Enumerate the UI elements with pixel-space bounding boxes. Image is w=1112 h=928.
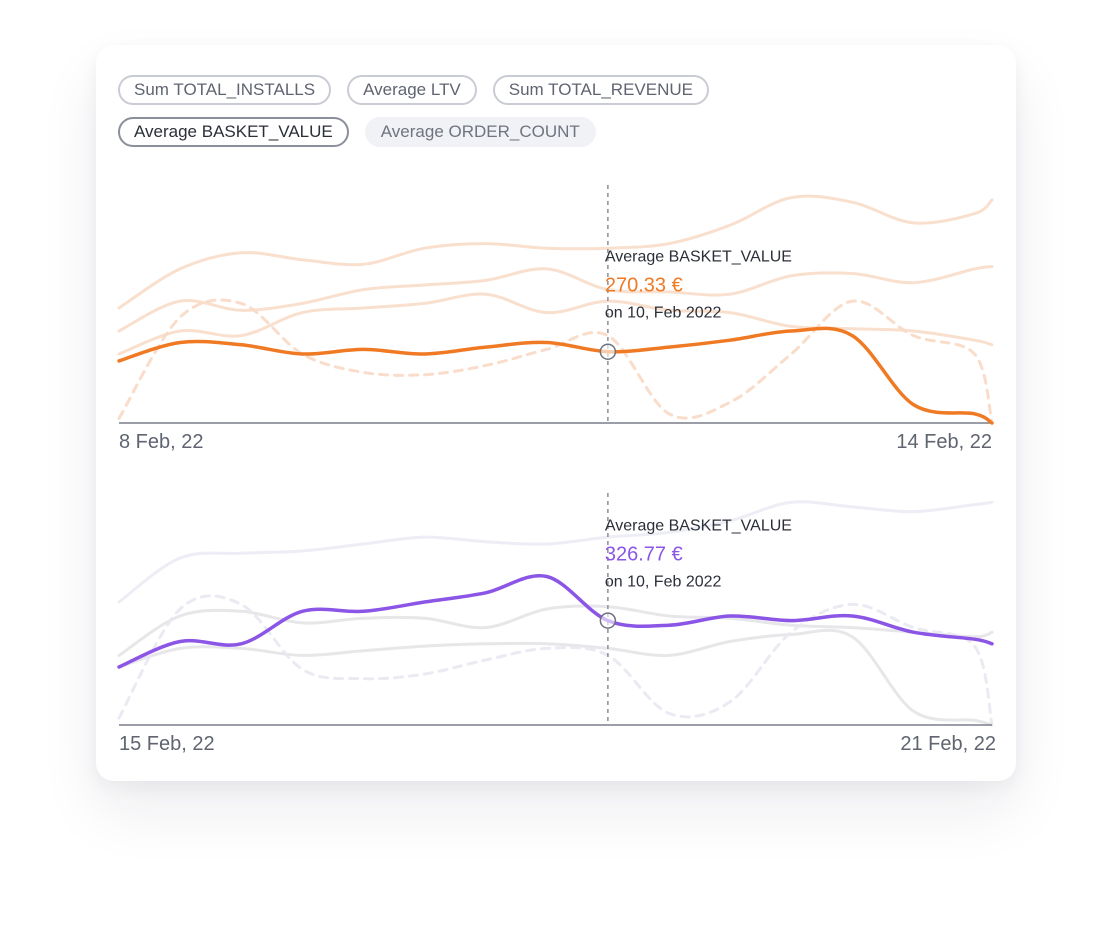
tooltip-title: Average BASKET_VALUE <box>605 518 792 535</box>
tooltip-date: on 10, Feb 2022 <box>605 305 722 322</box>
hover-point-marker <box>599 612 617 629</box>
filter-row-2: Average BASKET_VALUE Average ORDER_COUNT <box>118 117 596 147</box>
background-series-line-bg4 <box>117 298 994 425</box>
x-axis-start-label: 15 Feb, 22 <box>119 733 215 755</box>
background-series-line-bg3 <box>117 628 994 727</box>
chart-card: Sum TOTAL_INSTALLS Average LTV Sum TOTAL… <box>96 45 1016 781</box>
background-series-line-bg1 <box>117 194 994 310</box>
x-axis-end-label: 14 Feb, 22 <box>896 431 992 453</box>
x-axis-start-label: 8 Feb, 22 <box>119 431 204 453</box>
tooltip-value: 326.77 € <box>605 544 683 566</box>
tooltip-date: on 10, Feb 2022 <box>605 574 722 591</box>
filter-chip-average-order-count[interactable]: Average ORDER_COUNT <box>364 117 596 147</box>
background-series-line-bg2 <box>117 265 994 333</box>
filter-chip-average-ltv[interactable]: Average LTV <box>347 75 477 105</box>
background-series-line-bg2 <box>117 604 994 657</box>
filter-row-1: Sum TOTAL_INSTALLS Average LTV Sum TOTAL… <box>118 75 709 105</box>
background-series-line-bg1 <box>117 500 994 604</box>
tooltip-value: 270.33 € <box>605 275 683 297</box>
highlight-series-line <box>117 326 994 425</box>
x-axis-end-label: 21 Feb, 22 <box>900 733 996 755</box>
tooltip-title: Average BASKET_VALUE <box>605 249 792 266</box>
filter-chip-average-basket-value[interactable]: Average BASKET_VALUE <box>118 117 349 147</box>
bottom-line-chart: 15 Feb, 22 21 Feb, 22 Average BASKET_VAL… <box>117 493 996 755</box>
background-series-line-bg4 <box>117 594 994 727</box>
line-charts: 8 Feb, 22 14 Feb, 22 Average BASKET_VALU… <box>117 185 996 755</box>
filter-chip-sum-total-installs[interactable]: Sum TOTAL_INSTALLS <box>118 75 332 105</box>
background-series-line-bg3 <box>117 292 994 356</box>
top-line-chart: 8 Feb, 22 14 Feb, 22 Average BASKET_VALU… <box>117 185 994 453</box>
filter-chip-sum-total-revenue[interactable]: Sum TOTAL_REVENUE <box>492 75 709 105</box>
hover-point-marker <box>599 343 617 360</box>
highlight-series-line <box>117 573 994 669</box>
